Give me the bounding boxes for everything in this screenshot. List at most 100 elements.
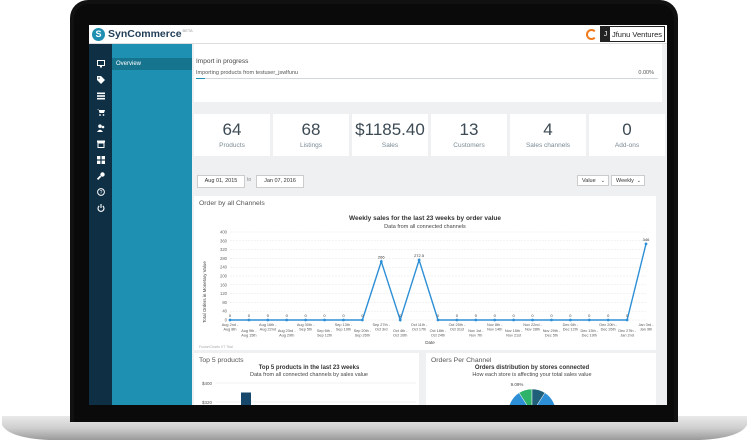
x-tick-label: Aug 2nd - — [222, 323, 239, 327]
store-icon[interactable] — [95, 138, 106, 149]
x-tick-label: Nov 1st - — [468, 329, 484, 333]
x-tick-label: Aug 16th - — [259, 323, 277, 327]
pie-slice-label: 9.09% — [511, 382, 524, 387]
data-label: 0 — [305, 313, 308, 318]
data-label: 266 — [378, 254, 385, 259]
stat-sales[interactable]: $1185.40 Sales — [352, 114, 428, 156]
account-switcher[interactable]: J Jfunu Ventures — [585, 26, 665, 42]
x-tick-label: Aug 22nd — [260, 328, 276, 332]
x-tick-label: Nov 28th — [525, 328, 540, 332]
data-point — [436, 318, 440, 322]
data-point — [266, 318, 270, 322]
data-label: 0 — [531, 313, 534, 318]
orders-distribution-pie-chart: Orders distribution by stores connected … — [472, 365, 592, 405]
x-tick-label: Oct 11th - — [411, 323, 428, 327]
orders-per-channel-panel: Orders Per Channel Orders distribution b… — [426, 353, 656, 405]
data-point — [398, 318, 402, 322]
y-tick-label: 40 — [222, 309, 227, 314]
data-label: 0 — [286, 313, 289, 318]
x-tick-label: Sep 27th - — [373, 323, 391, 327]
data-label: 0 — [437, 313, 440, 318]
wrench-icon[interactable] — [95, 170, 106, 181]
svg-text:?: ? — [99, 190, 102, 196]
x-tick-label: Aug 8th — [223, 328, 236, 332]
list-icon[interactable] — [95, 90, 106, 101]
stat-label: Sales channels — [525, 142, 571, 149]
users-icon[interactable] — [95, 122, 106, 133]
data-label: 272.5 — [414, 253, 425, 258]
date-to-input[interactable]: Jan 07, 2016 — [256, 175, 304, 188]
top-products-bar-chart: Top 5 products in the last 23 weeks Data… — [202, 365, 416, 405]
data-point — [360, 318, 364, 322]
account-initial: J — [600, 27, 610, 41]
period-select-value: Weekly — [616, 178, 634, 184]
x-tick-label: Dec 12th — [563, 328, 578, 332]
y-tick-label: 0 — [225, 318, 228, 323]
x-tick-label: Sep 12th — [317, 334, 332, 338]
metric-select[interactable]: Value ⌄ — [577, 175, 609, 186]
x-tick-label: Aug 23rd - — [278, 329, 296, 333]
data-label: 0 — [323, 313, 326, 318]
date-range-to-label: to — [247, 177, 252, 183]
stat-value: $1185.40 — [355, 120, 425, 139]
x-tick-label: Nov 21st — [506, 334, 522, 338]
data-label: 0 — [626, 313, 629, 318]
stat-value: 0 — [622, 120, 632, 139]
tag-icon[interactable] — [95, 74, 106, 85]
data-point — [587, 318, 591, 322]
period-select[interactable]: Weekly ⌄ — [611, 175, 645, 186]
stat-customers[interactable]: 13 Customers — [431, 114, 507, 156]
top-bar: S SynCommerce BETA J Jfunu Ventures — [89, 25, 667, 44]
data-label: 0 — [399, 313, 402, 318]
subnav-item-overview[interactable]: Overview — [112, 58, 192, 70]
x-tick-label: Oct 18th - — [430, 329, 447, 333]
stat-products[interactable]: 64 Products — [194, 114, 270, 156]
x-tick-label: Nov 15th - — [505, 329, 523, 333]
data-point — [531, 318, 534, 322]
data-label: 0 — [361, 313, 364, 318]
panel-title: Orders Per Channel — [431, 357, 492, 364]
x-tick-label: Nov 14th — [487, 328, 502, 332]
data-point — [247, 318, 251, 322]
cart-icon[interactable] — [95, 106, 106, 117]
data-point — [342, 318, 345, 322]
x-tick-label: Dec 26th — [601, 328, 616, 332]
help-icon[interactable]: ? — [95, 186, 106, 197]
import-progress-bar — [196, 78, 658, 79]
y-tick-label: 160 — [220, 282, 228, 287]
orders-by-channel-panel: Order by all Channels Weekly sales for t… — [194, 196, 656, 350]
logo-text: SynCommerce — [108, 28, 182, 40]
x-tick-label: Aug 29th — [279, 334, 294, 338]
date-from-input[interactable]: Aug 01, 2015 — [197, 175, 245, 188]
x-tick-label: Dec 19th — [582, 334, 597, 338]
data-label: 0 — [456, 313, 459, 318]
stat-label: Customers — [453, 142, 485, 149]
x-tick-label: Sep 5th — [299, 328, 312, 332]
stat-value: 4 — [543, 120, 553, 139]
pie-slice — [509, 392, 555, 405]
power-icon[interactable] — [95, 202, 106, 213]
account-badge[interactable]: J Jfunu Ventures — [599, 26, 665, 42]
stat-add-ons[interactable]: 0 Add-ons — [589, 114, 665, 156]
x-tick-label: Dec 13th - — [581, 329, 599, 333]
x-tick-label: Oct 24th — [431, 334, 445, 338]
x-tick-label: Oct 10th — [393, 334, 407, 338]
data-label: 0 — [588, 313, 591, 318]
panel-title: Order by all Channels — [199, 200, 265, 207]
x-tick-label: Oct 4th - — [393, 329, 408, 333]
logo-beta: BETA — [182, 28, 193, 33]
x-tick-label: Jan 3rd - — [639, 323, 655, 327]
x-tick-label: Jan 2nd — [620, 334, 634, 338]
data-point — [455, 318, 459, 322]
data-label: 0 — [513, 313, 516, 318]
stat-listings[interactable]: 68 Listings — [273, 114, 349, 156]
app-logo[interactable]: S SynCommerce BETA — [92, 27, 193, 41]
x-tick-label: Aug 15th — [241, 334, 256, 338]
monitor-icon[interactable] — [95, 58, 106, 69]
data-point — [379, 260, 383, 263]
import-progress-panel: Import in progress Importing products fr… — [194, 44, 662, 102]
stat-sales-channels[interactable]: 4 Sales channels — [510, 114, 586, 156]
stat-value: 68 — [301, 120, 321, 139]
account-name: Jfunu Ventures — [611, 29, 662, 39]
grid-icon[interactable] — [95, 154, 106, 165]
